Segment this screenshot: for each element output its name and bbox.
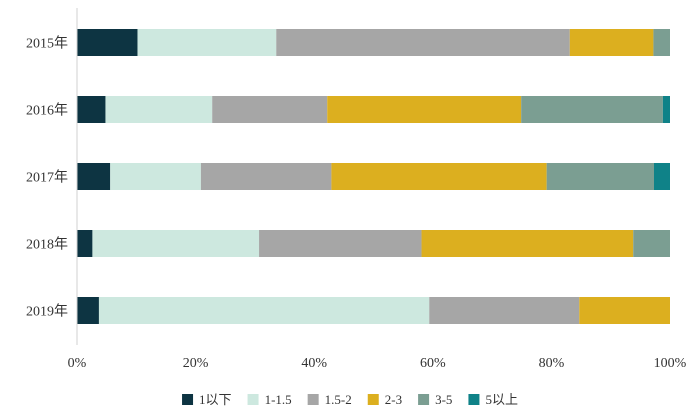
bar-segment-4-0 bbox=[77, 297, 99, 324]
bar-segment-1-4 bbox=[521, 96, 663, 123]
legend-label: 5以上 bbox=[485, 392, 518, 407]
bar-segment-2-5 bbox=[653, 163, 670, 190]
bar-segment-4-1 bbox=[98, 297, 430, 324]
category-label: 2019年 bbox=[26, 304, 68, 320]
x-axis-tick-labels: 0% 20% 40% 60% 80% 100% bbox=[68, 356, 687, 371]
bar-segment-4-3 bbox=[579, 297, 670, 324]
legend-swatch-4 bbox=[418, 394, 430, 405]
legend-swatch-1 bbox=[247, 394, 259, 405]
bar-segment-0-0 bbox=[77, 29, 138, 56]
legend-swatch-5 bbox=[468, 394, 480, 405]
category-label: 2017年 bbox=[26, 170, 68, 186]
legend-swatch-3 bbox=[367, 394, 379, 405]
bar-segment-2-1 bbox=[110, 163, 201, 190]
legend-label: 1-1.5 bbox=[265, 392, 292, 407]
x-tick-label: 20% bbox=[183, 356, 209, 371]
category-label: 2018年 bbox=[26, 237, 68, 253]
x-tick-label: 60% bbox=[420, 356, 446, 371]
legend-label: 1以下 bbox=[199, 392, 232, 407]
bar-segment-1-0 bbox=[77, 96, 106, 123]
bar-segment-4-2 bbox=[429, 297, 580, 324]
bar-segment-0-4 bbox=[653, 29, 670, 56]
bar-segment-0-3 bbox=[569, 29, 654, 56]
category-labels: 2015年 2016年 2017年 2018年 2019年 bbox=[26, 36, 68, 320]
legend-swatch-0 bbox=[182, 394, 194, 405]
category-label: 2015年 bbox=[26, 36, 68, 52]
bar-segment-3-0 bbox=[77, 230, 93, 257]
legend-label: 3-5 bbox=[435, 392, 452, 407]
x-tick-label: 0% bbox=[68, 356, 87, 371]
bar-segment-0-1 bbox=[137, 29, 277, 56]
legend-label: 1.5-2 bbox=[325, 392, 352, 407]
category-label: 2016年 bbox=[26, 103, 68, 119]
legend: 1以下 1-1.5 1.5-2 2-3 3-5 5以上 bbox=[182, 392, 518, 407]
bar-segment-3-3 bbox=[421, 230, 634, 257]
bar-segment-1-5 bbox=[662, 96, 670, 123]
bar-segment-2-0 bbox=[77, 163, 111, 190]
bar-segment-3-4 bbox=[633, 230, 670, 257]
bar-segment-3-2 bbox=[259, 230, 422, 257]
bar-segment-1-2 bbox=[212, 96, 328, 123]
bar-segment-2-2 bbox=[200, 163, 332, 190]
bars-layer bbox=[77, 29, 670, 324]
legend-swatch-2 bbox=[307, 394, 319, 405]
bar-segment-1-3 bbox=[327, 96, 522, 123]
bar-segment-1-1 bbox=[105, 96, 213, 123]
bar-segment-3-1 bbox=[92, 230, 260, 257]
bar-segment-0-2 bbox=[276, 29, 570, 56]
bar-segment-2-3 bbox=[331, 163, 547, 190]
x-tick-label: 40% bbox=[301, 356, 327, 371]
legend-label: 2-3 bbox=[385, 392, 402, 407]
x-tick-label: 100% bbox=[654, 356, 687, 371]
bar-segment-2-4 bbox=[546, 163, 654, 190]
x-tick-label: 80% bbox=[539, 356, 565, 371]
